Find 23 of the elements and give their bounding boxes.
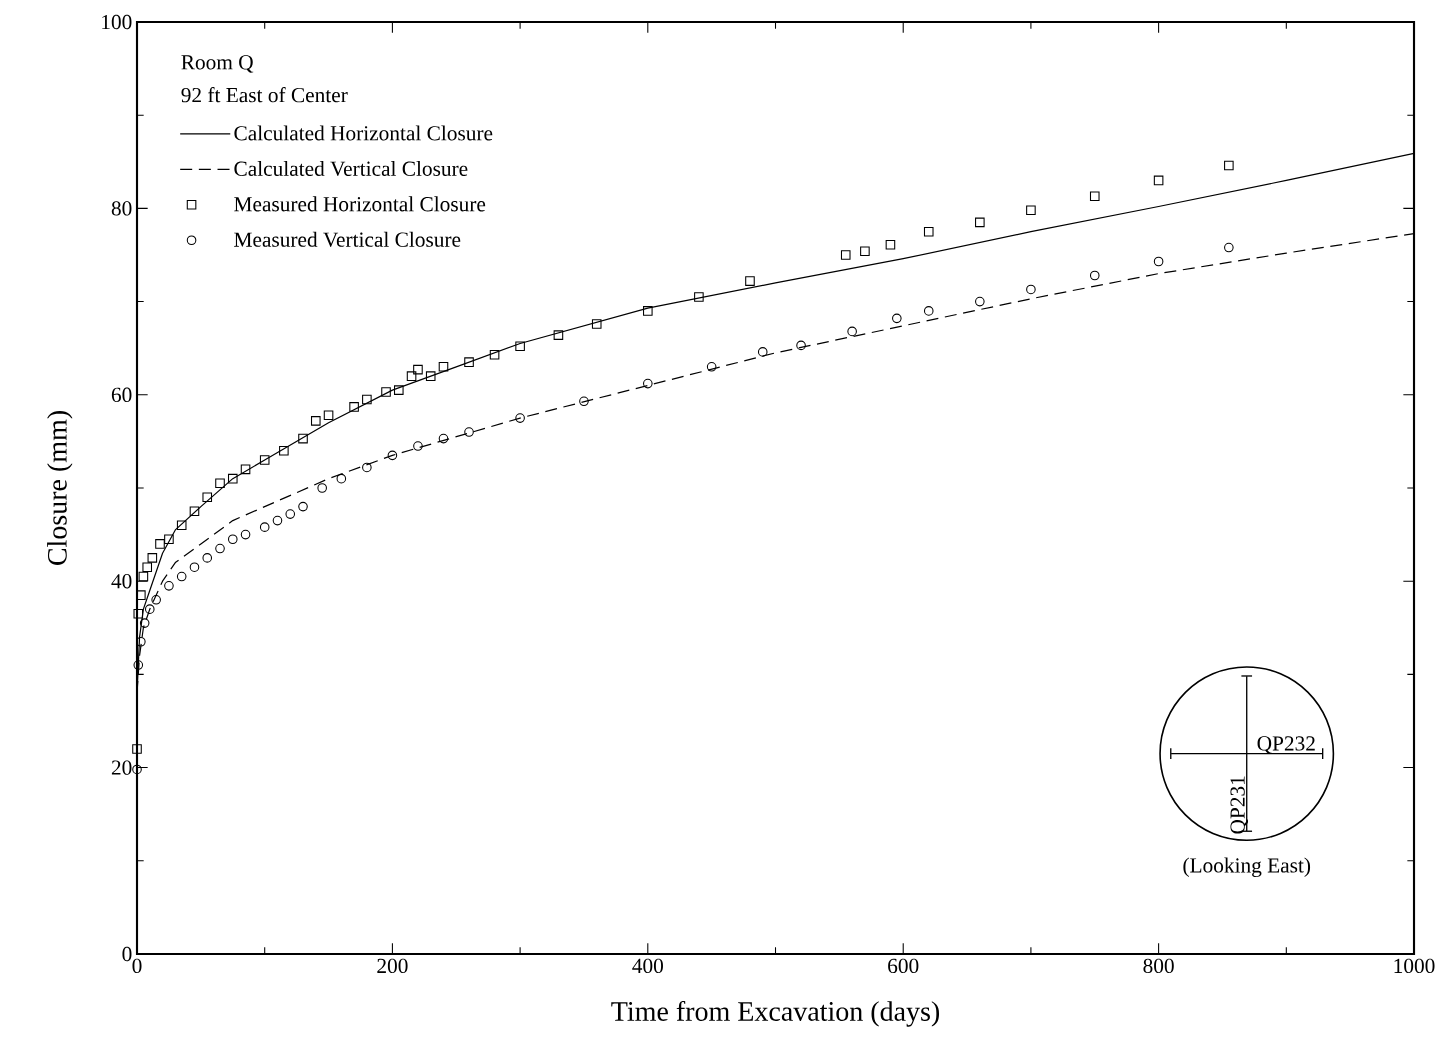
y-tick-label: 20 [111,760,132,775]
y-tick-label: 40 [111,574,132,589]
legend-label: Calculated Vertical Closure [234,160,468,177]
legend-label: Measured Vertical Closure [234,231,461,247]
x-tick-label: 1000 [1394,958,1435,974]
x-tick-label: 200 [377,958,408,974]
y-axis-title: Closure (mm) [47,411,73,565]
y-tick-label: 60 [111,387,132,402]
x-axis-title: Time from Excavation (days) [611,1000,940,1027]
x-tick-label: 0 [132,958,142,974]
x-tick-label: 600 [888,958,919,974]
annotation: 92 ft East of Center [181,87,348,103]
y-tick-label: 80 [111,201,132,216]
x-tick-label: 800 [1143,958,1174,974]
annotation: QP232 [1257,736,1315,754]
annotation: (Looking East) [1183,857,1311,878]
annotation: QP231 [1230,776,1249,834]
x-tick-label: 400 [632,958,663,974]
legend-label: Calculated Horizontal Closure [234,125,493,141]
legend-label: Measured Horizontal Closure [234,196,486,212]
y-tick-label: 100 [102,14,132,30]
annotation: Room Q [181,55,254,73]
y-tick-label: 0 [122,946,132,962]
